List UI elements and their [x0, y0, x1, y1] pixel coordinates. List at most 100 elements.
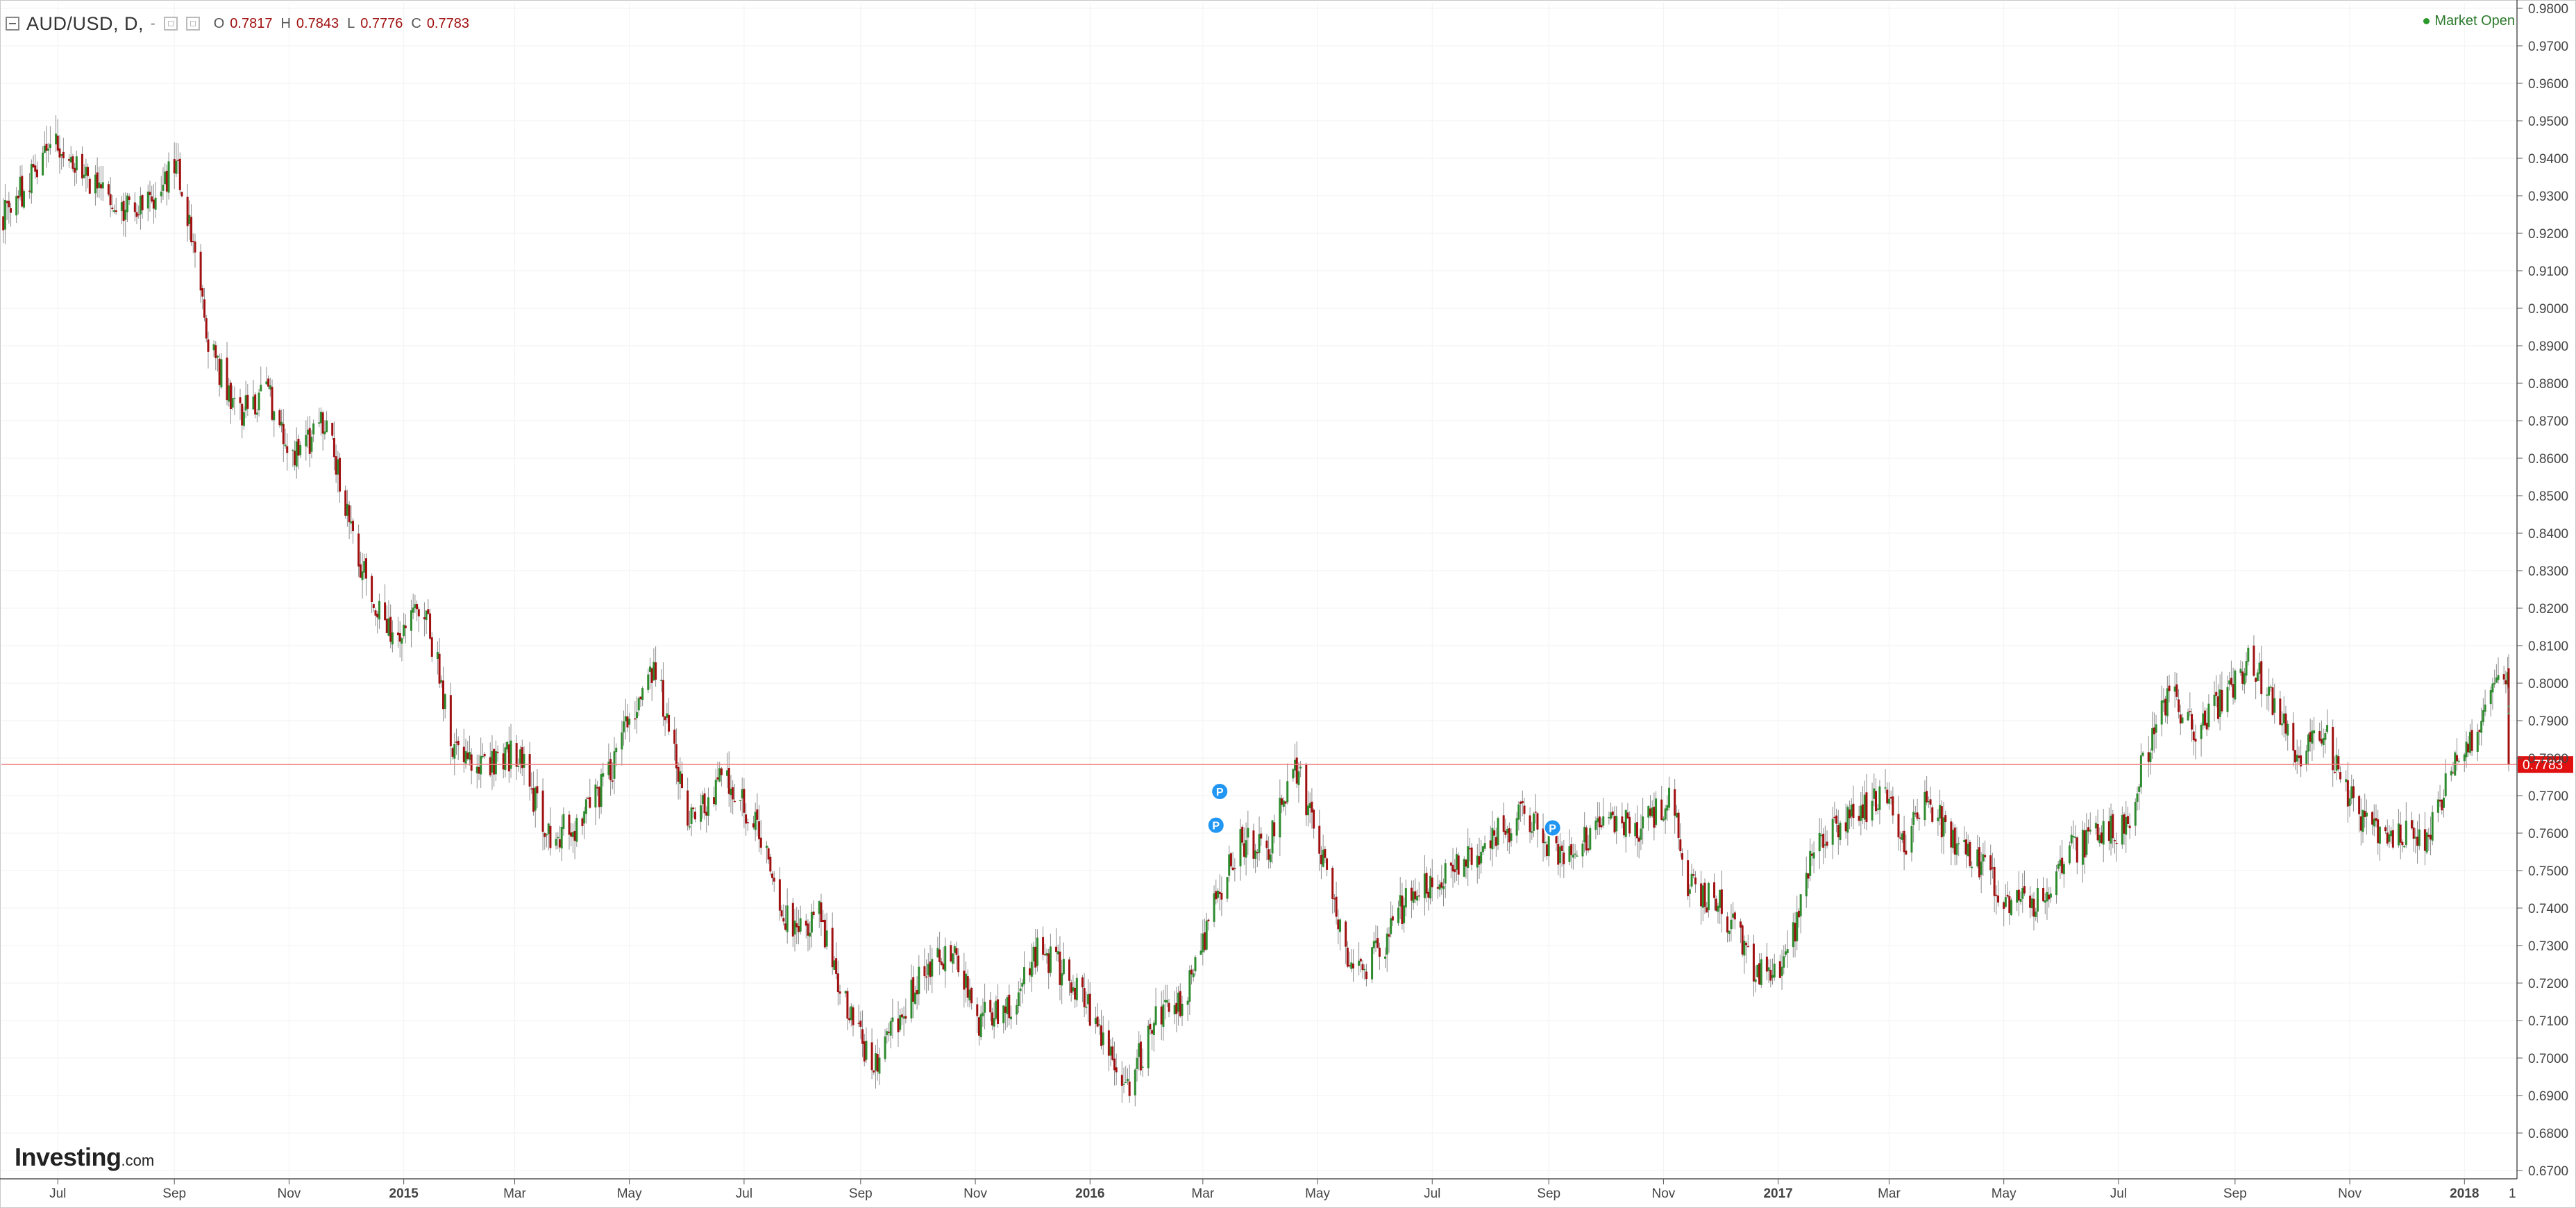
candle-down — [807, 923, 809, 936]
candle-up — [475, 766, 478, 773]
candle-up — [1271, 820, 1274, 854]
candle-down — [2123, 814, 2125, 834]
candle-up — [1399, 895, 1401, 907]
candle-up — [1634, 823, 1637, 837]
dash-label: - — [151, 15, 155, 31]
candle-up — [875, 1053, 877, 1071]
candle-up — [1350, 962, 1353, 969]
candle-down — [1231, 867, 1234, 871]
candle-up — [1085, 1007, 1088, 1008]
y-tick-label: 0.9300 — [2528, 190, 2568, 204]
candle-down — [1029, 968, 1032, 975]
candle-up — [690, 807, 693, 824]
candle-up — [1719, 889, 1721, 908]
candle-up — [1239, 829, 1242, 866]
candle-down — [703, 793, 706, 814]
candle-up — [984, 1001, 986, 1013]
candle-down — [536, 786, 539, 794]
candle-up — [2497, 675, 2500, 680]
candle-down — [923, 966, 926, 977]
candle-up — [2016, 890, 2019, 903]
candle-down — [859, 1021, 862, 1027]
candle-down — [861, 1029, 864, 1044]
candle-down — [2292, 723, 2295, 751]
candle-up — [1480, 851, 1483, 864]
candle-up — [2094, 823, 2097, 829]
candle-down — [1284, 801, 1287, 804]
candle-up — [414, 604, 416, 609]
candle-up — [2102, 821, 2105, 845]
investing-logo[interactable]: Investing .com — [15, 1143, 154, 1172]
candle-down — [2048, 894, 2051, 900]
candle-down — [2042, 887, 2045, 902]
candle-down — [1378, 948, 1381, 957]
candle-up — [2482, 710, 2484, 722]
candle-down — [1470, 847, 1473, 865]
visibility-icon[interactable] — [185, 17, 200, 31]
symbol-label[interactable]: AUD/USD, D, — [26, 12, 144, 34]
candle-up — [1254, 850, 1257, 859]
candle-down — [241, 403, 244, 426]
candle-up — [391, 632, 394, 645]
candle-down — [1892, 796, 1894, 816]
candle-down — [109, 194, 112, 205]
candle-down — [1978, 847, 1980, 878]
candle-down — [2333, 771, 2336, 773]
candle-down — [1252, 830, 1255, 859]
candle-up — [1481, 846, 1484, 853]
candle-up — [557, 837, 559, 839]
candle-down — [664, 716, 666, 721]
candle-up — [412, 607, 414, 613]
candle-down — [2271, 687, 2274, 715]
candle-down — [62, 151, 65, 159]
candle-up — [1429, 875, 1432, 899]
candle-up — [1647, 806, 1650, 818]
candle-up — [1438, 884, 1441, 890]
candle-down — [1083, 988, 1086, 1007]
candle-up — [1805, 873, 1808, 897]
y-tick-label: 0.7100 — [2528, 1014, 2568, 1029]
candle-up — [1286, 781, 1289, 803]
candle-up — [2085, 830, 2088, 855]
candle-up — [1873, 788, 1876, 799]
candle-up — [1515, 818, 1518, 836]
candle-down — [1529, 815, 1531, 832]
candle-down — [339, 458, 342, 492]
candle-up — [2493, 682, 2496, 685]
candle-down — [107, 184, 110, 195]
candle-down — [1454, 869, 1456, 873]
candle-down — [675, 744, 677, 769]
candle-up — [1901, 833, 1903, 840]
candle-up — [786, 905, 789, 932]
candle-down — [1468, 848, 1471, 850]
candle-down — [1115, 1067, 1118, 1073]
candle-down — [2221, 689, 2223, 712]
y-tick-label: 0.8000 — [2528, 677, 2568, 691]
x-tick-label: 2018 — [2450, 1186, 2479, 1201]
candle-down — [1414, 891, 1417, 900]
candle-down — [1004, 1006, 1007, 1013]
candle-down — [2008, 896, 2011, 914]
candle-down — [502, 753, 505, 770]
candle-down — [88, 178, 91, 194]
candle-up — [1444, 863, 1447, 884]
candle-up — [2468, 732, 2471, 753]
candle-up — [1583, 826, 1586, 843]
candle-up — [1799, 894, 1802, 916]
candle-down — [1713, 882, 1716, 898]
candle-down — [831, 928, 834, 968]
candle-down — [756, 809, 759, 820]
settings-icon[interactable] — [163, 17, 178, 31]
candle-up — [2200, 724, 2203, 739]
candle-down — [201, 288, 204, 297]
candle-down — [1457, 855, 1460, 875]
candle-up — [69, 157, 72, 162]
candle-up — [2311, 730, 2314, 744]
collapse-icon[interactable] — [6, 17, 19, 31]
candle-up — [2070, 834, 2073, 844]
logo-name: Investing — [15, 1143, 121, 1171]
candle-down — [190, 217, 193, 242]
candle-down — [1778, 961, 1781, 978]
candle-up — [1213, 893, 1215, 922]
